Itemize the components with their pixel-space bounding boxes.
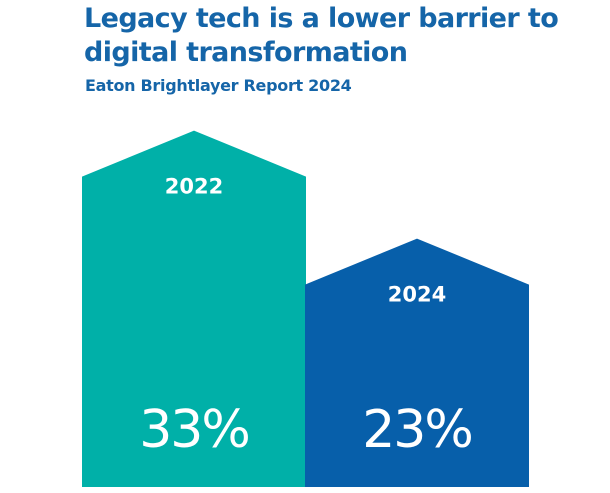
chart-subtitle: Eaton Brightlayer Report 2024 bbox=[85, 76, 352, 95]
value-label-2022: 33% bbox=[139, 400, 249, 460]
bar-2022 bbox=[82, 130, 306, 487]
category-label-2022: 2022 bbox=[165, 175, 223, 199]
bars-group bbox=[82, 130, 529, 487]
category-label-2024: 2024 bbox=[388, 283, 446, 307]
value-label-2024: 23% bbox=[362, 400, 472, 460]
labels-group: 2022 33% 2024 23% bbox=[139, 175, 474, 460]
bar-2024 bbox=[305, 238, 529, 487]
chart-title: Legacy tech is a lower barrier to digita… bbox=[84, 3, 559, 68]
